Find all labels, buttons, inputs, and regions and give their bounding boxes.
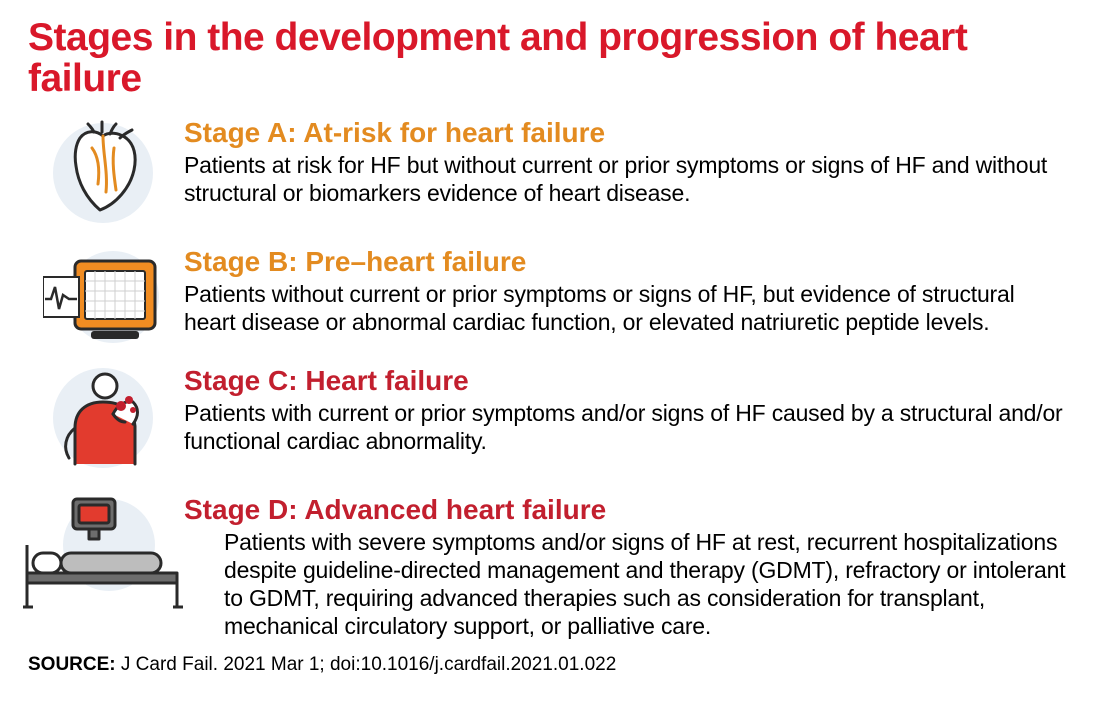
stage-d: Stage D: Advanced heart failure Patients… (28, 495, 1072, 640)
stage-d-text: Stage D: Advanced heart failure Patients… (178, 495, 1072, 640)
source-label: SOURCE: (28, 654, 116, 675)
stage-a-text: Stage A: At-risk for heart failure Patie… (178, 118, 1072, 207)
person-chest-pain-icon (43, 366, 163, 481)
stage-b-heading: Stage B: Pre–heart failure (184, 247, 1072, 278)
page: Stages in the development and progressio… (0, 0, 1100, 688)
source-line: SOURCE: J Card Fail. 2021 Mar 1; doi:10.… (28, 654, 1072, 676)
stage-b-icon-col (28, 247, 178, 352)
stage-c-text: Stage C: Heart failure Patients with cur… (178, 366, 1072, 455)
hospital-bed-icon (23, 495, 183, 620)
heart-icon (48, 118, 158, 233)
stage-b: Stage B: Pre–heart failure Patients with… (28, 247, 1072, 352)
stage-d-body: Patients with severe symptoms and/or sig… (184, 528, 1072, 640)
stage-b-text: Stage B: Pre–heart failure Patients with… (178, 247, 1072, 336)
stage-c: Stage C: Heart failure Patients with cur… (28, 366, 1072, 481)
stage-b-body: Patients without current or prior sympto… (184, 280, 1072, 336)
stage-c-body: Patients with current or prior symptoms … (184, 399, 1072, 455)
ecg-monitor-icon (43, 247, 163, 352)
stage-a-heading: Stage A: At-risk for heart failure (184, 118, 1072, 149)
stage-a-body: Patients at risk for HF but without curr… (184, 151, 1072, 207)
source-text: J Card Fail. 2021 Mar 1; doi:10.1016/j.c… (116, 654, 617, 675)
stage-c-icon-col (28, 366, 178, 481)
stage-d-icon-col (28, 495, 178, 620)
stage-a: Stage A: At-risk for heart failure Patie… (28, 118, 1072, 233)
stage-d-heading: Stage D: Advanced heart failure (184, 495, 1072, 526)
page-title: Stages in the development and progressio… (28, 18, 1072, 100)
stage-c-heading: Stage C: Heart failure (184, 366, 1072, 397)
stage-a-icon-col (28, 118, 178, 233)
